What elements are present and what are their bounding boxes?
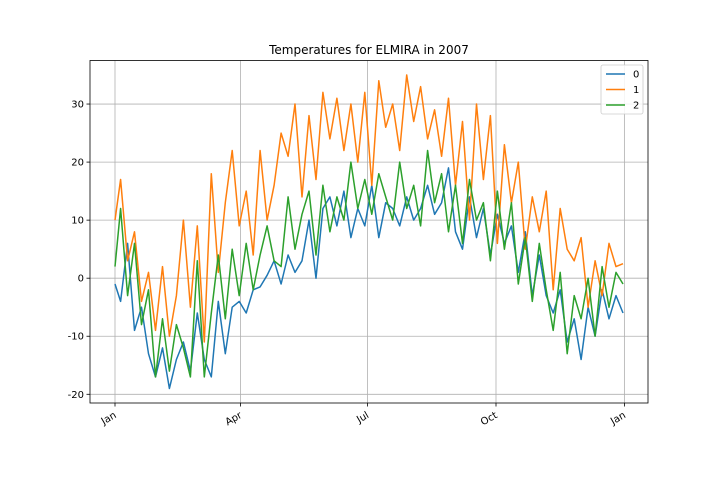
series-line-2 [114,149,624,378]
y-tick-label: 10 [71,216,84,227]
y-tick-label: 30 [71,100,84,111]
y-tick-label: 20 [71,158,84,169]
series-line-1 [114,74,624,343]
x-tick-label: Oct [479,410,500,428]
axes: -20 -10 0 10 20 30 Jan Apr Jul Oct Jan [68,100,628,429]
x-tick-label: Jan [99,410,119,428]
legend-label: 0 [633,70,639,81]
chart-title: Temperatures for ELMIRA in 2007 [268,43,469,57]
x-tick-label: Apr [224,410,245,429]
plot-frame [89,60,649,404]
y-tick-label: -10 [68,332,84,343]
x-tick-label: Jul [354,410,371,426]
series-layer [114,74,624,390]
y-tick-label: 0 [78,274,84,285]
legend-label: 2 [633,101,639,112]
legend: 0 1 2 [600,64,644,115]
y-tick-label: -20 [68,390,84,401]
series-line-0 [114,167,624,390]
legend-label: 1 [633,85,639,96]
x-tick-label: Jan [608,410,628,428]
